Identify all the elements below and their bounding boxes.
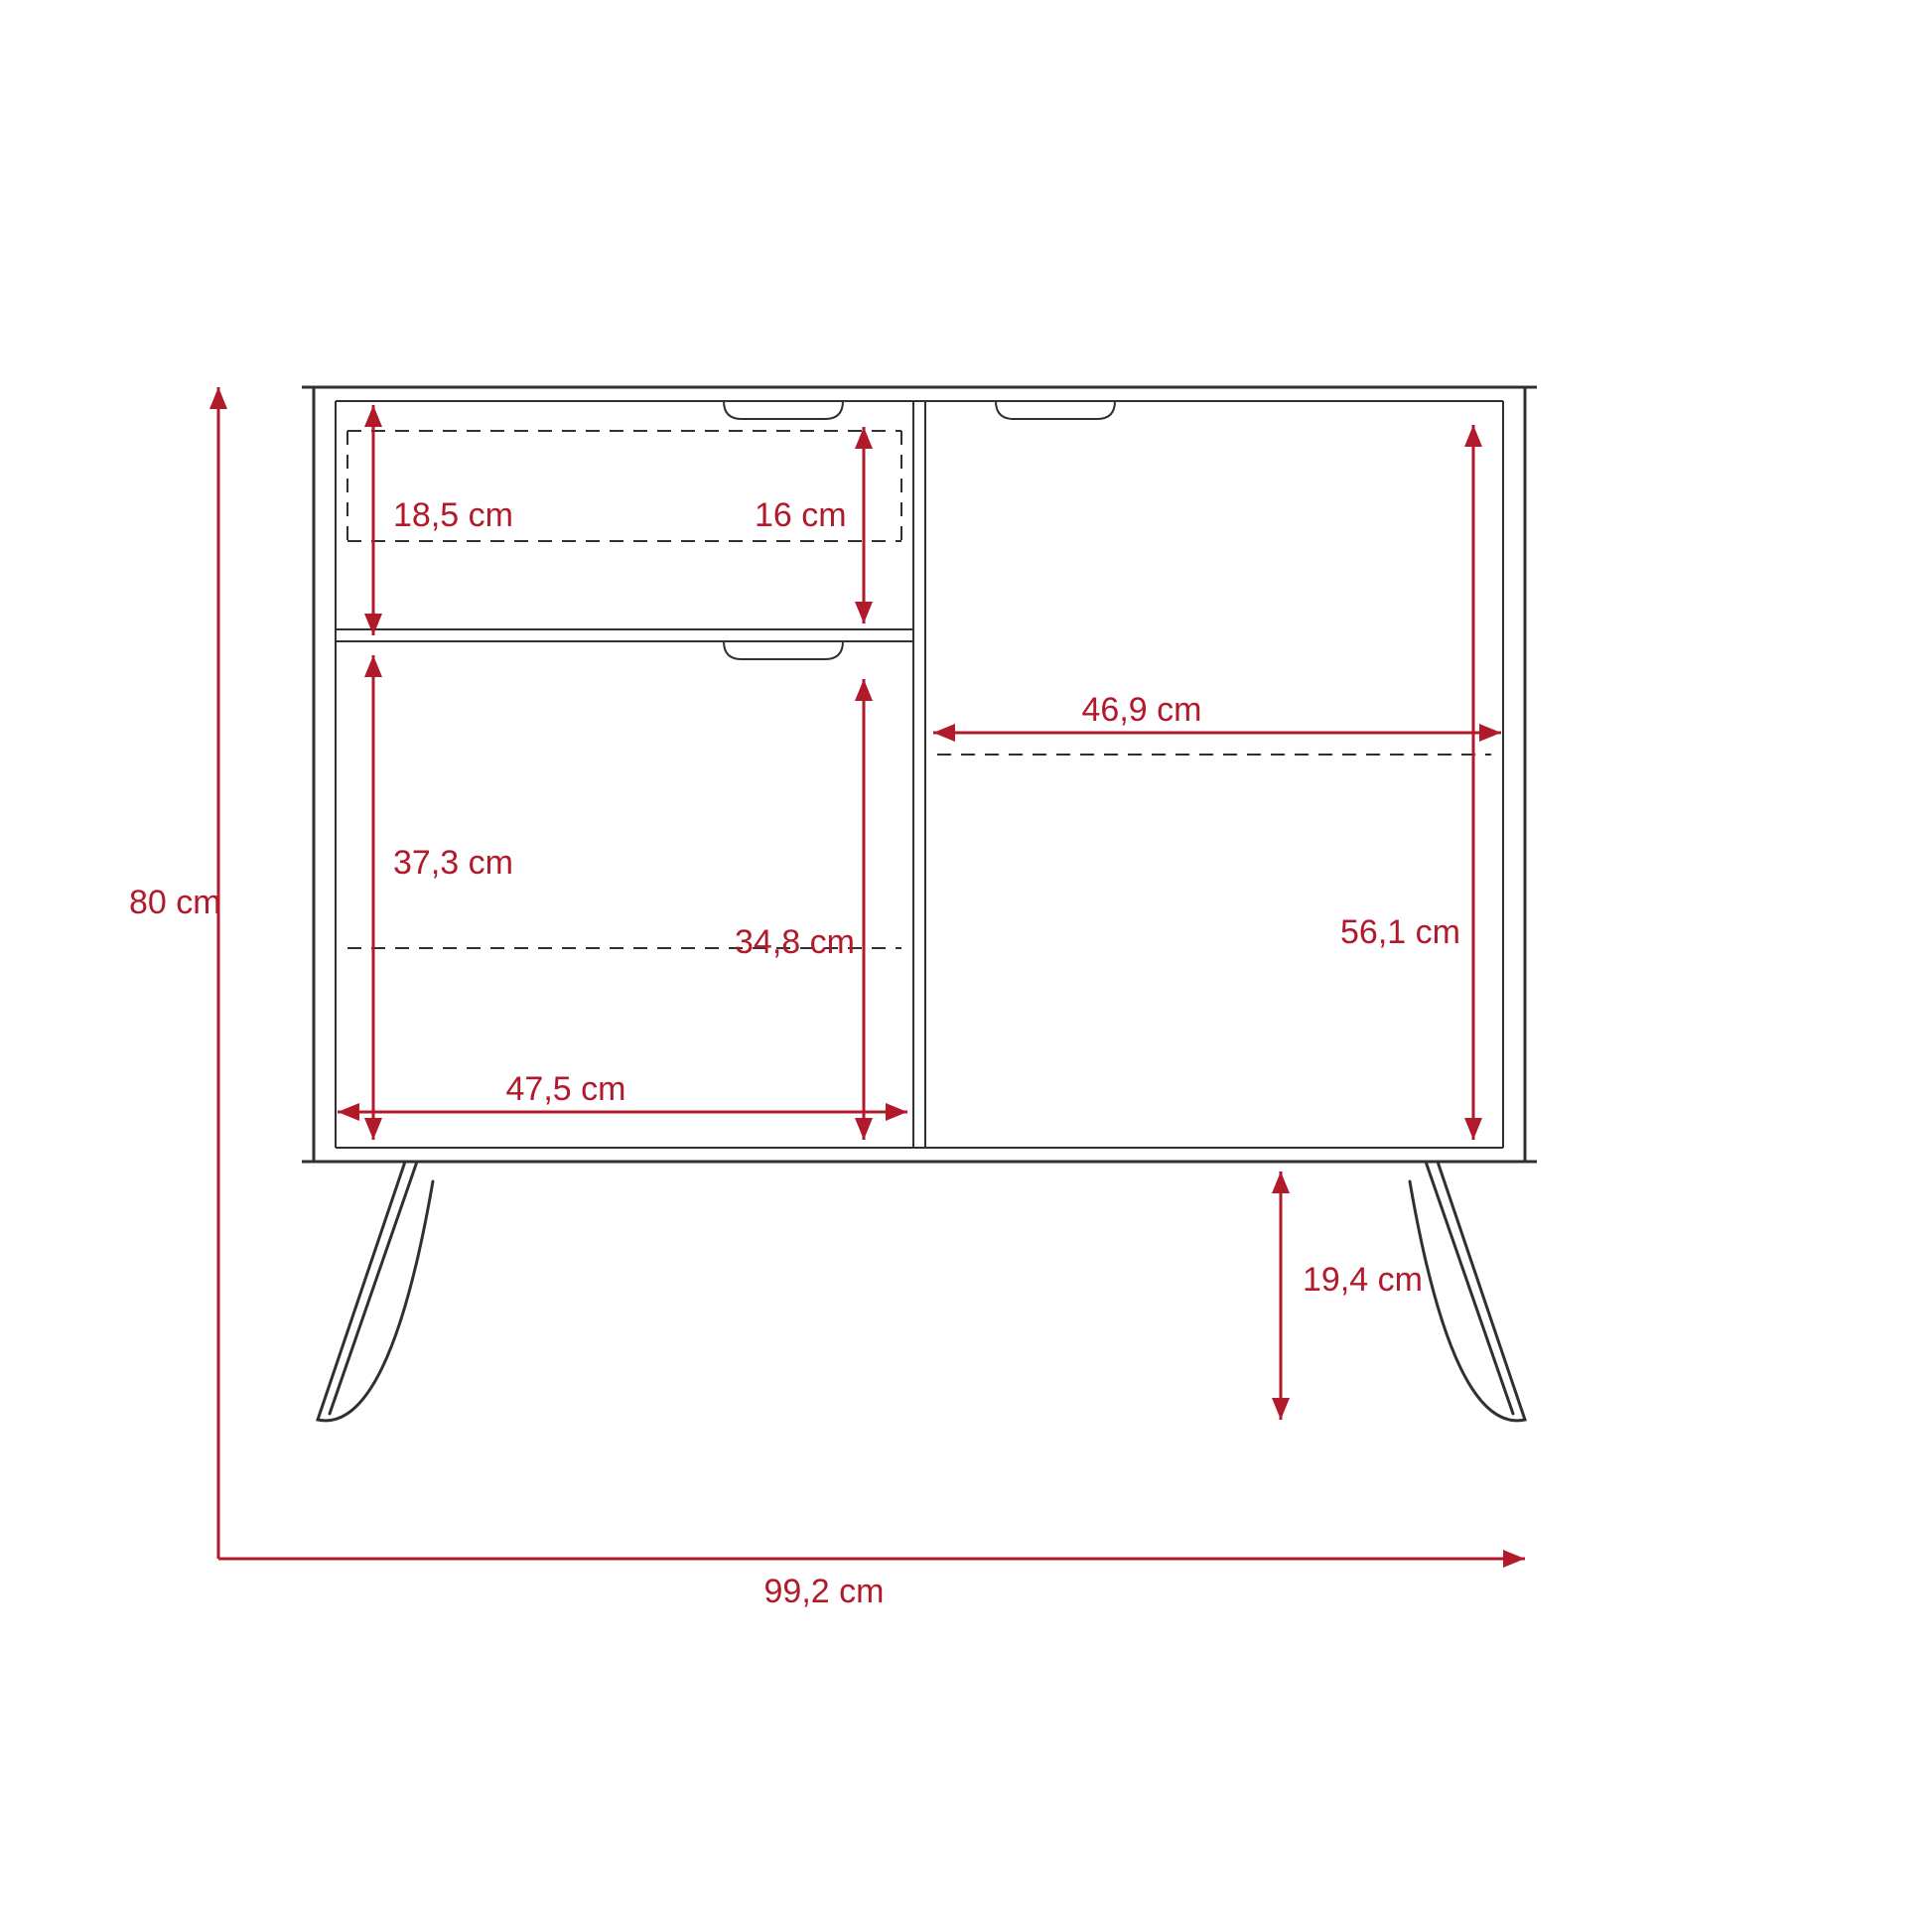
dimension-label: 80 cm — [129, 884, 221, 921]
dimension-label: 16 cm — [755, 496, 847, 534]
dimension-label: 56,1 cm — [1340, 913, 1460, 951]
dimension-label: 34,8 cm — [735, 923, 855, 961]
dimension-label: 46,9 cm — [1082, 691, 1202, 729]
diagram-stage: 80 cm 99,2 cm 18,5 cm 16 cm 37,3 cm 34,8 cm 47… — [0, 0, 1932, 1932]
dimension-label: 37,3 cm — [393, 844, 513, 882]
dimension-label: 19,4 cm — [1303, 1261, 1423, 1299]
dimension-label: 18,5 cm — [393, 496, 513, 534]
diagram-svg: 80 cm 99,2 cm 18,5 cm 16 cm 37,3 cm 34,8 cm 47… — [0, 0, 1932, 1932]
dimension-label: 47,5 cm — [506, 1070, 626, 1108]
dimension-label: 99,2 cm — [764, 1573, 885, 1610]
